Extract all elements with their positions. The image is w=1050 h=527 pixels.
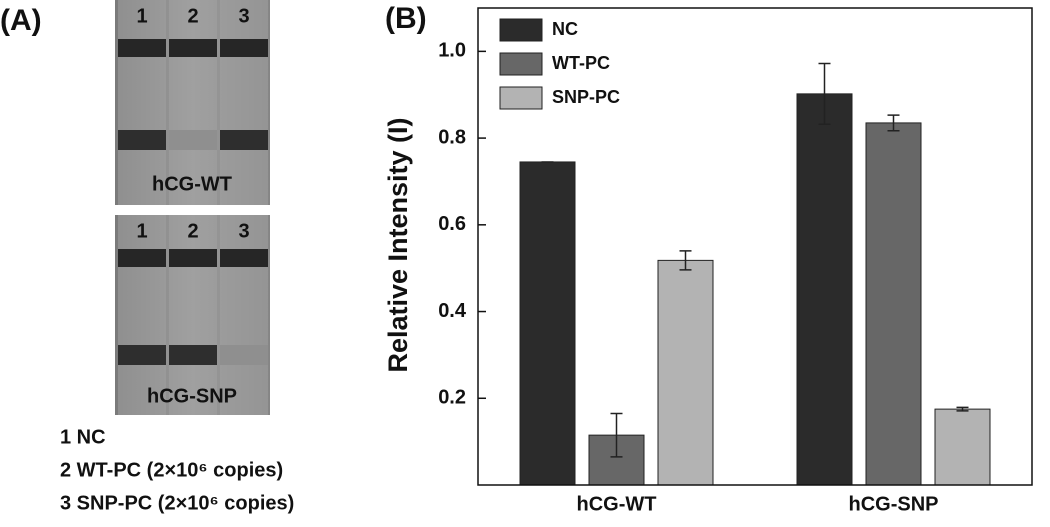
panel-label: (B) xyxy=(385,2,427,35)
y-axis-label: Relative Intensity (I) xyxy=(383,117,413,372)
error-bar xyxy=(679,250,692,271)
bar xyxy=(519,161,576,486)
band xyxy=(169,130,217,150)
x-tick-label: hCG-SNP xyxy=(849,493,939,515)
x-tick-label: hCG-WT xyxy=(577,493,657,515)
lane xyxy=(118,0,166,205)
band xyxy=(118,249,166,267)
lane-number: 1 xyxy=(136,220,147,242)
lane xyxy=(118,215,166,415)
band xyxy=(118,39,166,57)
y-tick-label: 0.6 xyxy=(438,213,466,235)
strip-caption: hCG-SNP xyxy=(147,385,237,407)
band xyxy=(220,130,268,150)
lane-number: 2 xyxy=(187,5,198,27)
error-bar xyxy=(956,406,969,412)
legend-swatch xyxy=(499,18,543,42)
bar xyxy=(657,259,714,486)
panel-label: (A) xyxy=(0,4,42,37)
band xyxy=(118,345,166,365)
band xyxy=(118,130,166,150)
y-tick-label: 0.2 xyxy=(438,387,466,409)
band xyxy=(220,345,268,365)
legend-text: 3 SNP-PC (2×10⁶ copies) xyxy=(60,492,294,514)
legend-text: 1 NC xyxy=(60,426,106,448)
error-bar xyxy=(818,62,831,125)
lane-number: 3 xyxy=(238,220,249,242)
lane xyxy=(169,215,217,415)
error-bar xyxy=(887,114,900,132)
bar xyxy=(934,408,991,486)
lane-number: 3 xyxy=(238,5,249,27)
bar xyxy=(796,93,853,486)
lane xyxy=(220,215,268,415)
strip-caption: hCG-WT xyxy=(152,173,232,195)
legend-swatch xyxy=(499,86,543,110)
y-tick-label: 0.8 xyxy=(438,126,466,148)
y-tick-label: 1.0 xyxy=(438,40,466,62)
plot-frame xyxy=(477,7,1033,486)
legend-text: 2 WT-PC (2×10⁶ copies) xyxy=(60,459,283,481)
lane-number: 1 xyxy=(136,5,147,27)
legend-label: WT-PC xyxy=(552,53,610,73)
band xyxy=(220,39,268,57)
lane xyxy=(220,0,268,205)
error-bar xyxy=(610,412,623,458)
band xyxy=(169,249,217,267)
legend-label: NC xyxy=(552,19,578,39)
band xyxy=(220,249,268,267)
band xyxy=(169,39,217,57)
band xyxy=(169,345,217,365)
legend-label: SNP-PC xyxy=(552,87,620,107)
y-tick-label: 0.4 xyxy=(438,300,467,322)
legend-swatch xyxy=(499,52,543,76)
lane-number: 2 xyxy=(187,220,198,242)
lane xyxy=(169,0,217,205)
bar xyxy=(865,122,922,486)
